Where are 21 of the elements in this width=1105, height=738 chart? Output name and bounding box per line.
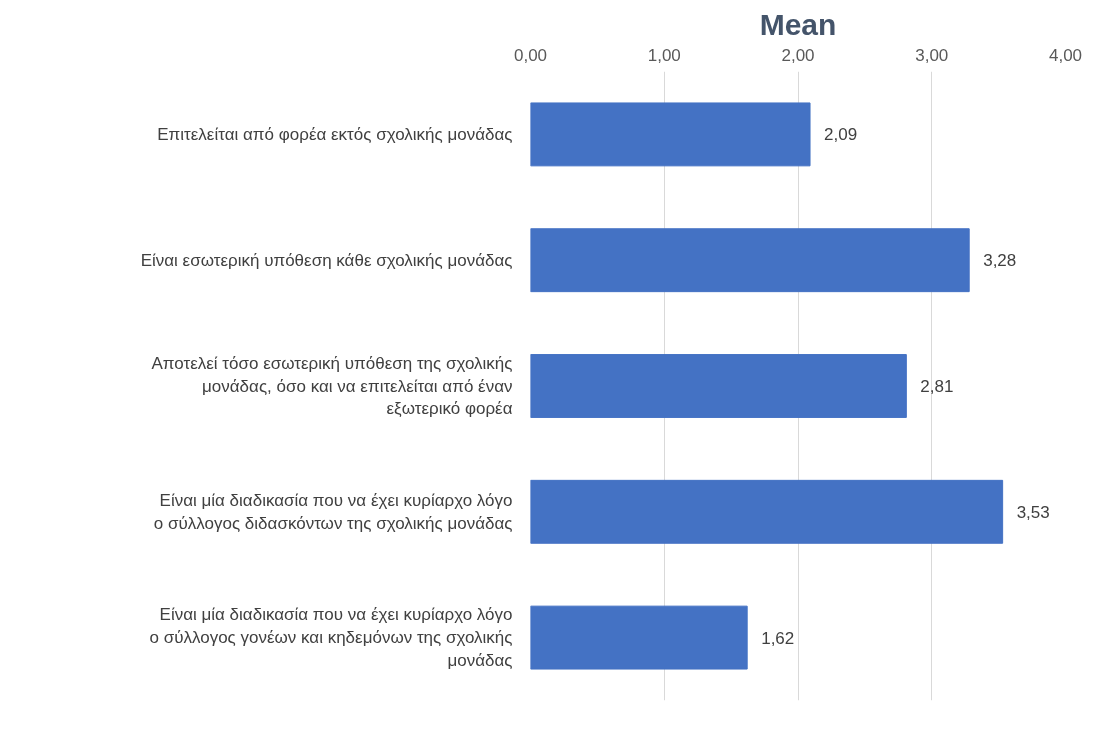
- x-tick-label: 0,00: [513, 45, 548, 65]
- x-tick-label: 2,00: [781, 45, 815, 65]
- bar: [530, 354, 907, 418]
- x-tick-label: 3,00: [915, 45, 949, 65]
- bar: [530, 228, 970, 293]
- data-label: 2,09: [824, 125, 858, 145]
- data-label: 3,53: [1016, 502, 1050, 522]
- y-tick-label: Είναι εσωτερική υπόθεση κάθε σχολικής μονάδας: [140, 250, 513, 270]
- y-tick-label: Είναι μία διαδικασία που να έχει κυρίαρχο λόγο ο σύλλογος διδασκόντων της σχολικής μονάδας: [153, 490, 513, 533]
- data-label: 3,28: [983, 251, 1017, 271]
- data-label: 1,62: [761, 628, 795, 648]
- bar: [530, 605, 748, 670]
- data-label: 2,81: [920, 377, 954, 396]
- y-tick-label: Είναι μία διαδικασία που να έχει κυρίαρχο λόγο ο σύλλογος γονέων και κηδεμόνων της σχολικής μονάδας: [149, 605, 513, 670]
- y-tick-label: Επιτελείται από φορέα εκτός σχολικής μονάδας: [157, 124, 513, 144]
- x-tick-label: 1,00: [647, 45, 681, 65]
- y-tick-label: Αποτελεί τόσο εσωτερική υπόθεση της σχολικής μονάδας, όσο και να επιτελείται από έναν εξωτερικό φορέα: [151, 353, 513, 419]
- x-tick-label: 4,00: [1048, 45, 1083, 65]
- bar: [530, 102, 811, 167]
- bar: [530, 479, 1004, 544]
- chart-title: Mean: [759, 7, 837, 41]
